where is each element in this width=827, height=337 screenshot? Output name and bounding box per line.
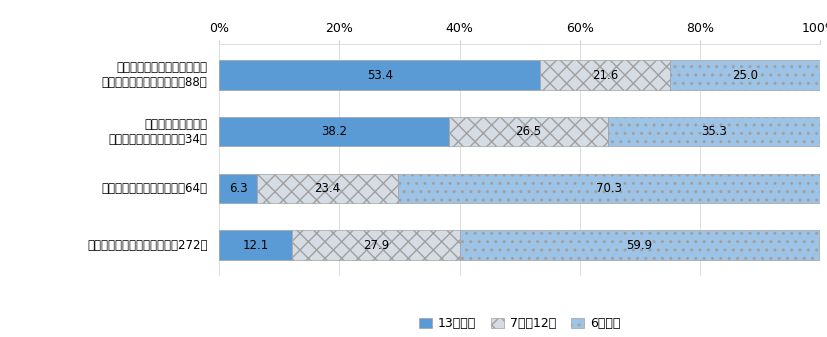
Bar — [292, 231, 459, 260]
Bar — [669, 60, 819, 90]
Bar — [219, 117, 448, 147]
Text: 59.9: 59.9 — [625, 239, 652, 252]
Text: 38.2: 38.2 — [321, 125, 347, 138]
Text: 6.3: 6.3 — [229, 182, 247, 195]
Text: 70.3: 70.3 — [595, 182, 621, 195]
Bar — [219, 174, 257, 203]
Text: 35.3: 35.3 — [700, 125, 726, 138]
Bar — [397, 174, 819, 203]
Text: 23.4: 23.4 — [314, 182, 340, 195]
Text: 27.9: 27.9 — [362, 239, 389, 252]
Bar — [607, 117, 819, 147]
Text: 12.1: 12.1 — [242, 239, 269, 252]
Bar — [219, 231, 292, 260]
Text: 53.4: 53.4 — [366, 68, 392, 82]
Legend: 13点以上, 7点～12点, 6点以下: 13点以上, 7点～12点, 6点以下 — [414, 312, 624, 335]
Text: 25.0: 25.0 — [731, 68, 757, 82]
Bar — [257, 174, 397, 203]
Text: 26.5: 26.5 — [514, 125, 541, 138]
Bar — [219, 60, 539, 90]
Bar — [539, 60, 669, 90]
Text: 21.6: 21.6 — [591, 68, 617, 82]
Bar — [448, 117, 607, 147]
Bar — [459, 231, 818, 260]
